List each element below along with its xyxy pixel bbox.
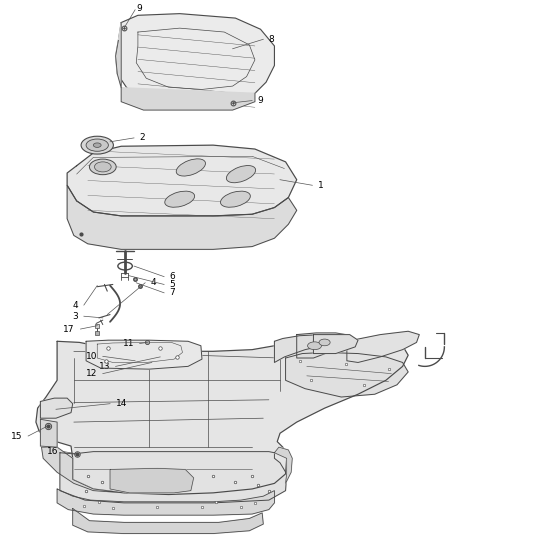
Text: 17: 17	[63, 325, 75, 334]
Polygon shape	[60, 451, 287, 503]
Text: 1: 1	[318, 181, 324, 190]
Polygon shape	[36, 341, 408, 494]
Text: 8: 8	[269, 35, 274, 44]
Polygon shape	[73, 508, 263, 534]
Text: 3: 3	[73, 312, 78, 321]
Polygon shape	[121, 88, 255, 110]
Text: 12: 12	[86, 369, 97, 378]
Ellipse shape	[176, 159, 206, 176]
Ellipse shape	[81, 136, 113, 154]
Polygon shape	[286, 352, 408, 397]
Ellipse shape	[221, 191, 250, 207]
Text: 2: 2	[139, 133, 145, 142]
Text: 15: 15	[11, 432, 22, 441]
Polygon shape	[115, 13, 274, 109]
Polygon shape	[274, 335, 341, 362]
Text: 16: 16	[46, 447, 58, 456]
Polygon shape	[67, 185, 297, 249]
Ellipse shape	[226, 166, 255, 183]
Polygon shape	[314, 335, 358, 353]
Text: 4: 4	[151, 278, 156, 287]
Polygon shape	[274, 447, 292, 483]
Text: 6: 6	[170, 272, 175, 281]
Text: 4: 4	[73, 301, 78, 310]
Text: 9: 9	[136, 3, 142, 12]
Polygon shape	[347, 332, 419, 362]
Polygon shape	[57, 489, 274, 515]
Ellipse shape	[165, 191, 195, 207]
Text: 7: 7	[170, 288, 175, 297]
Ellipse shape	[90, 159, 116, 175]
Ellipse shape	[86, 139, 109, 151]
Ellipse shape	[319, 339, 330, 346]
Ellipse shape	[307, 342, 321, 349]
Polygon shape	[40, 419, 57, 447]
Text: 5: 5	[170, 280, 175, 289]
Polygon shape	[110, 468, 194, 493]
Polygon shape	[41, 447, 124, 493]
Polygon shape	[297, 333, 346, 358]
Polygon shape	[86, 340, 202, 369]
Ellipse shape	[94, 143, 101, 147]
Ellipse shape	[95, 162, 111, 172]
Text: 11: 11	[123, 339, 134, 348]
Text: 13: 13	[99, 362, 110, 371]
Text: 14: 14	[115, 399, 127, 408]
Polygon shape	[40, 398, 73, 418]
Polygon shape	[67, 145, 297, 216]
Polygon shape	[115, 22, 121, 88]
Text: 10: 10	[86, 352, 97, 361]
Text: 9: 9	[258, 96, 263, 105]
